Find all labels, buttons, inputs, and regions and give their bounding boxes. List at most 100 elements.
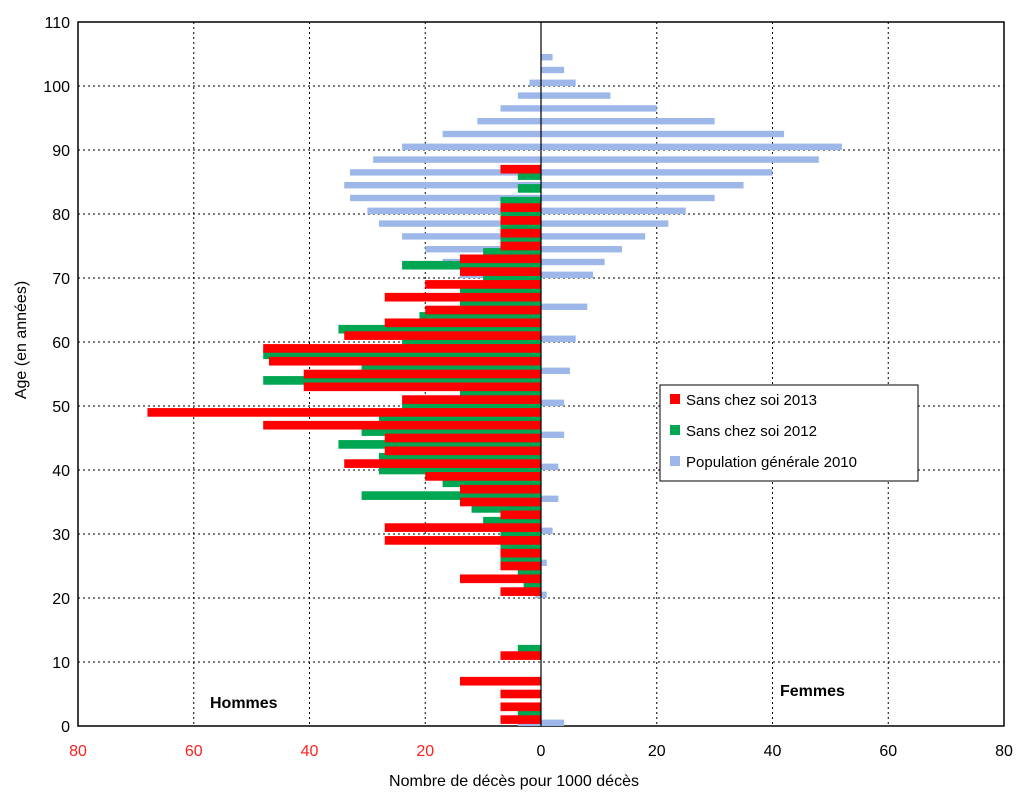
y-tick-label: 60	[52, 335, 70, 352]
bar-2013	[459, 574, 541, 584]
bar-2013	[425, 305, 541, 315]
bar-population-women	[541, 66, 565, 74]
bar-2012	[402, 401, 541, 411]
bar-2012	[459, 286, 541, 296]
bars-2013	[147, 164, 541, 724]
bar-2012	[500, 529, 541, 539]
bar-population-women	[541, 182, 744, 189]
x-tick-label: 80	[69, 743, 87, 760]
x-tick-label: 80	[995, 743, 1013, 760]
y-tick-label: 0	[61, 719, 70, 736]
x-tick-label: 20	[416, 743, 434, 760]
bar-2013	[500, 702, 541, 712]
bar-2013	[303, 369, 541, 379]
bar-2013	[268, 356, 541, 366]
bar-2012	[471, 504, 541, 513]
bar-population-men	[500, 105, 541, 112]
bars-2012	[263, 171, 541, 718]
bar-2012	[378, 465, 541, 475]
y-tick-labels: 0 10 20 30 40 50 60 70 80 90 100 110	[43, 15, 70, 736]
bar-population-women	[541, 258, 605, 266]
bar-2013	[402, 395, 541, 404]
bar-2012	[483, 248, 541, 257]
bar-population-men	[350, 169, 541, 176]
bar-2013	[147, 408, 541, 417]
bar-population-women	[541, 463, 559, 470]
bar-population-women	[541, 367, 570, 374]
bar-population-men	[442, 130, 541, 138]
bar-2012	[483, 516, 541, 526]
bar-2012	[500, 196, 541, 206]
legend-label-2013: Sans chez soi 2013	[686, 392, 817, 409]
bar-2012	[500, 235, 541, 244]
bar-2013	[263, 420, 541, 430]
bar-population-women	[541, 220, 669, 227]
bar-2012	[517, 171, 541, 180]
bar-2012	[378, 452, 541, 462]
bar-2012	[361, 427, 541, 436]
bar-2013	[500, 587, 541, 596]
bar-2013	[500, 203, 541, 212]
bar-2013	[500, 651, 541, 660]
bar-2012	[459, 299, 541, 308]
legend-box	[659, 384, 919, 482]
bar-2013	[425, 280, 541, 289]
bar-2012	[500, 222, 541, 232]
bar-2013	[384, 446, 541, 456]
x-tick-label: 60	[185, 743, 203, 760]
bar-2012	[361, 363, 541, 372]
y-tick-label: 90	[52, 143, 70, 160]
bar-population-men	[529, 79, 541, 86]
legend-swatch-2010	[670, 456, 680, 466]
bar-population-women	[541, 335, 576, 342]
bar-population-men	[378, 220, 541, 227]
bar-population-women	[541, 271, 594, 278]
x-tick-label: 20	[648, 743, 666, 760]
legend: Sans chez soi 2013 Sans chez soi 2012 Po…	[659, 384, 919, 482]
bar-2012	[517, 184, 541, 193]
bar-population-women	[541, 130, 785, 138]
bar-2013	[384, 318, 541, 328]
bar-population-women	[541, 719, 565, 726]
bar-2013	[459, 254, 541, 264]
bar-2012	[442, 478, 541, 488]
bar-2012	[500, 209, 541, 219]
bar-2012	[338, 324, 541, 334]
bar-population-men	[402, 233, 541, 240]
bar-2013	[384, 433, 541, 443]
y-tick-label: 20	[52, 591, 70, 608]
bar-population-men	[477, 118, 541, 125]
bar-2013	[459, 676, 541, 686]
bar-2012	[338, 440, 541, 449]
left-side-label: Hommes	[210, 695, 278, 712]
y-tick-label: 100	[43, 79, 70, 96]
y-tick-label: 50	[52, 399, 70, 416]
bar-2013	[263, 344, 541, 353]
bar-2013	[384, 523, 541, 532]
bar-population-women	[541, 527, 553, 534]
bar-population-women	[541, 303, 588, 310]
bar-2012	[500, 542, 541, 552]
bar-2013	[500, 164, 541, 174]
bar-population-women	[541, 143, 842, 150]
bar-2012	[523, 580, 541, 590]
bar-population-women	[541, 495, 559, 502]
bar-2012	[459, 388, 541, 398]
x-tick-label: 40	[301, 743, 319, 760]
y-tick-label: 30	[52, 527, 70, 544]
bar-population-women	[541, 194, 715, 202]
bar-2013	[500, 689, 541, 699]
bar-2013	[500, 241, 541, 251]
legend-swatch-2012	[670, 425, 680, 435]
bar-2013	[459, 497, 541, 507]
bar-2012	[500, 555, 541, 564]
y-tick-label: 70	[52, 271, 70, 288]
bar-population-women	[541, 54, 553, 61]
bar-2013	[500, 561, 541, 571]
bar-population-women	[541, 79, 576, 86]
y-tick-label: 110	[44, 15, 70, 32]
bar-2013	[500, 216, 541, 225]
bar-2013	[459, 484, 541, 494]
bar-2013	[303, 382, 541, 392]
